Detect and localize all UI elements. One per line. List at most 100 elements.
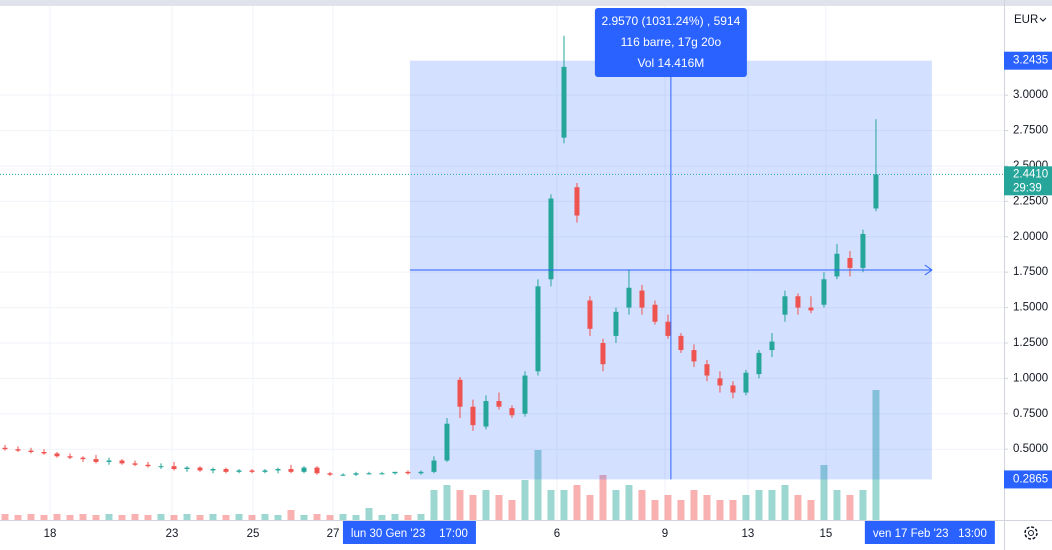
volume-bar [469, 495, 477, 520]
candle-body [145, 464, 151, 467]
measure-tooltip [594, 8, 747, 77]
volume-bar [27, 514, 35, 520]
x-tick-label: 18 [44, 528, 57, 540]
volume-bar [183, 514, 191, 520]
y-tick-label: 3.0000 [1013, 89, 1048, 101]
candle-body [2, 447, 8, 450]
volume-bar [430, 490, 438, 520]
volume-bar [352, 515, 360, 520]
candle-body [301, 467, 307, 472]
candle-body [288, 469, 294, 472]
y-tick-label: 0.7500 [1013, 408, 1048, 420]
volume-bar [92, 515, 100, 520]
volume-bar [482, 490, 490, 520]
volume-bar [781, 485, 789, 520]
candle-body [496, 401, 502, 407]
measure-date-tag [864, 521, 995, 544]
y-tick-label: 2.0000 [1013, 231, 1048, 243]
y-tick-label: 2.2500 [1013, 195, 1048, 207]
y-tick-label: 0.5000 [1013, 443, 1048, 455]
candle-body [379, 473, 385, 475]
measure-time: 13:00 [958, 528, 987, 540]
volume-bar [222, 515, 230, 520]
candle-body [28, 450, 34, 453]
candle-body [561, 66, 567, 138]
measure-price-label: 3.2435 [1013, 55, 1048, 67]
candle-body [171, 466, 177, 470]
volume-bar [79, 514, 87, 520]
gear-hub [1028, 530, 1034, 536]
settings-icon[interactable] [1024, 526, 1038, 540]
candle-body [54, 453, 60, 457]
candle-body [847, 258, 853, 268]
measure-time: 17:00 [439, 528, 468, 540]
x-tick-label: 13 [742, 528, 755, 540]
volume-bar [755, 490, 763, 520]
volume-bar [846, 495, 854, 520]
volume-bar [378, 515, 386, 520]
candle-body [769, 341, 775, 351]
volume-bar [456, 490, 464, 520]
measure-arrow [924, 264, 933, 276]
candle-body [353, 473, 359, 475]
volume-bar [131, 514, 139, 520]
volume-bar [625, 485, 633, 520]
volume-bar [677, 500, 685, 520]
volume-bar [508, 500, 516, 520]
candle-body [340, 474, 346, 476]
x-tick-label: 15 [820, 528, 833, 540]
volume-bar [560, 490, 568, 520]
candle-body [548, 198, 554, 280]
measure-summary: Vol 14.416M [638, 56, 705, 70]
candle-body [743, 372, 749, 393]
volume-bar [820, 465, 828, 520]
candle-body [795, 296, 801, 308]
volume-bar [443, 485, 451, 520]
candle-body [626, 287, 632, 308]
candle-body [704, 364, 710, 376]
candle-body [522, 375, 528, 414]
volume-bar [261, 514, 269, 520]
volume-bar [300, 515, 308, 520]
volume-bar [638, 490, 646, 520]
candle-body [184, 467, 190, 470]
candle-body [665, 321, 671, 336]
measure-summary: 2.9570 (1031.24%) , 5914 [602, 14, 741, 28]
candle-body [808, 307, 814, 311]
volume-bar [703, 495, 711, 520]
candle-body [197, 467, 203, 471]
volume-bar [157, 514, 165, 520]
measure-price-tag [1004, 470, 1052, 489]
volume-bar [807, 500, 815, 520]
volume-bar [105, 514, 113, 520]
volume-bar [833, 490, 841, 520]
measure-date-tag [342, 521, 476, 544]
candle-body [314, 467, 320, 474]
candle-body [652, 304, 658, 322]
volume-bar [326, 515, 334, 520]
currency[interactable]: EUR [1014, 14, 1038, 26]
volume-bar [248, 515, 256, 520]
candle-body [262, 470, 268, 472]
volume-bar [170, 515, 178, 520]
candle-body [470, 406, 476, 426]
candle-body [119, 460, 125, 464]
volume-bar [14, 515, 22, 520]
volume-bar [365, 508, 373, 520]
candle-body [366, 473, 372, 475]
candle-body [574, 187, 580, 216]
volume-bar [612, 490, 620, 520]
candle-body [782, 296, 788, 315]
volume-bar [118, 515, 126, 520]
x-tick-label: 25 [247, 528, 260, 540]
candle-body [730, 385, 736, 393]
candle-body [132, 463, 138, 465]
last-price-label: 2.4410 [1013, 168, 1048, 180]
volume-bar [547, 490, 555, 520]
candle-body [535, 286, 541, 372]
x-tick-label: 27 [327, 528, 340, 540]
candle-body [236, 470, 242, 472]
volume-bar [794, 495, 802, 520]
measure-summary: 116 barre, 17g 20o [621, 35, 722, 49]
x-tick-label: 23 [166, 528, 179, 540]
